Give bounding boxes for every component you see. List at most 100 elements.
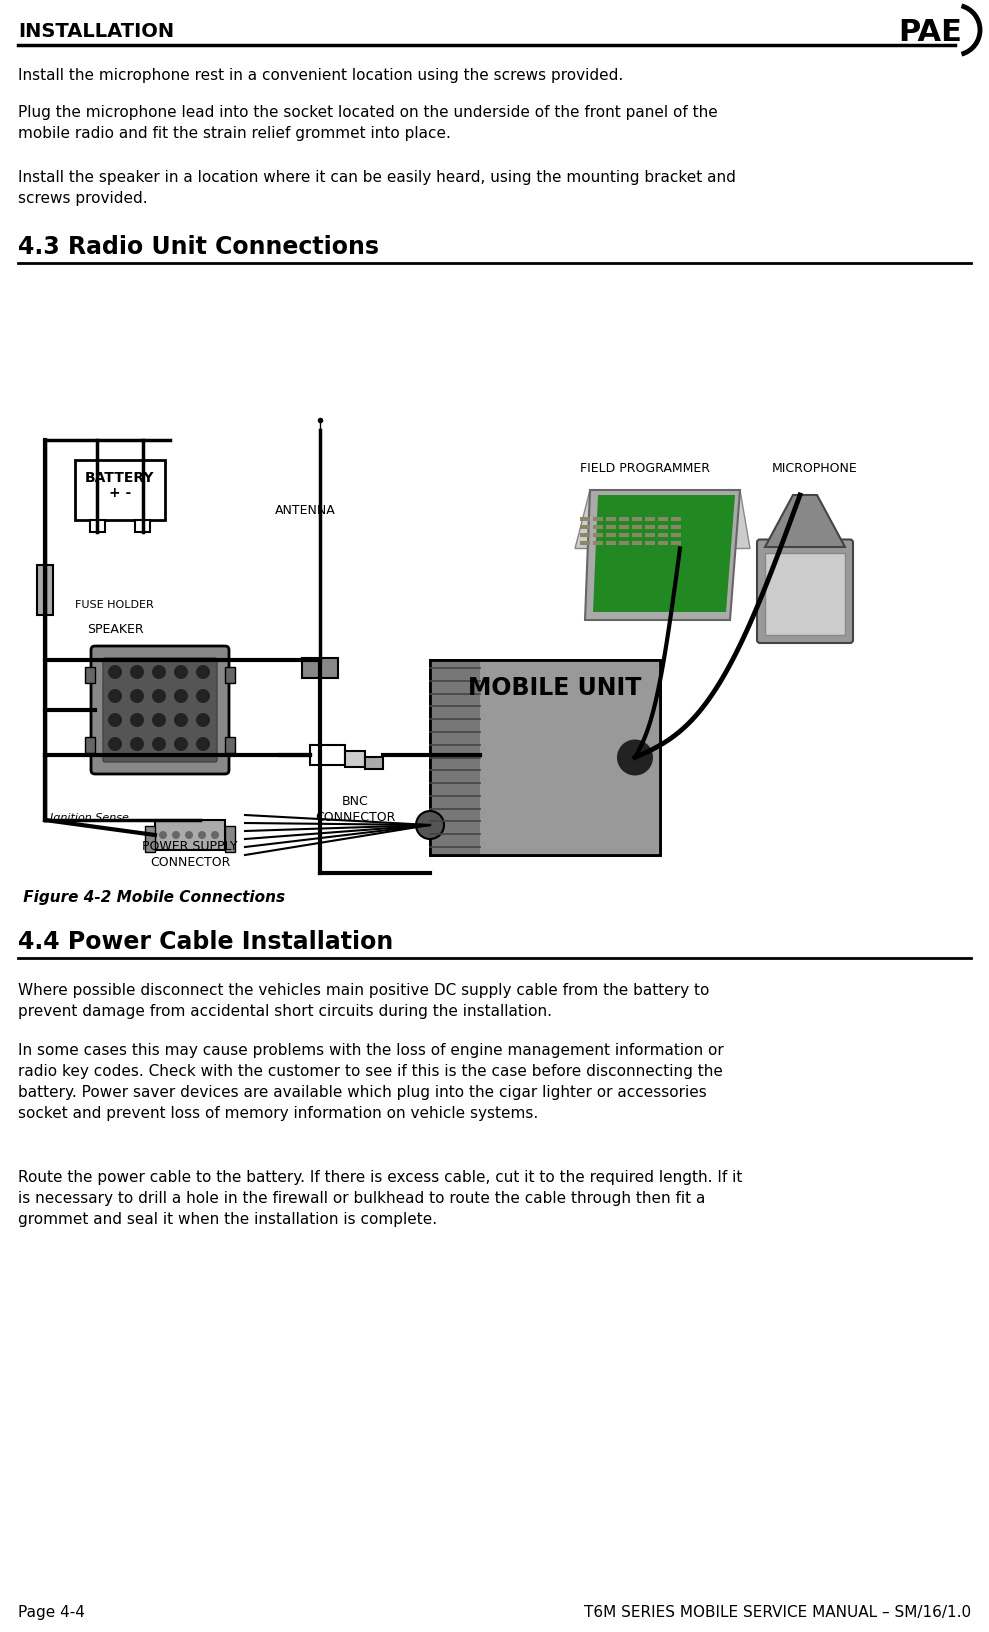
Bar bbox=[619, 532, 629, 537]
Polygon shape bbox=[593, 494, 735, 612]
Text: SPEAKER: SPEAKER bbox=[87, 623, 143, 636]
Bar bbox=[365, 757, 383, 769]
Text: BNC
CONNECTOR: BNC CONNECTOR bbox=[315, 795, 396, 824]
Text: Figure 4-2 Mobile Connections: Figure 4-2 Mobile Connections bbox=[18, 889, 285, 906]
Circle shape bbox=[185, 831, 193, 839]
Text: Install the speaker in a location where it can be easily heard, using the mounti: Install the speaker in a location where … bbox=[18, 170, 736, 206]
Circle shape bbox=[130, 738, 144, 751]
Bar bbox=[619, 517, 629, 521]
Bar bbox=[593, 517, 603, 521]
Bar bbox=[580, 532, 590, 537]
Text: INSTALLATION: INSTALLATION bbox=[18, 21, 174, 41]
Bar bbox=[580, 540, 590, 545]
Circle shape bbox=[152, 689, 166, 703]
Bar bbox=[430, 659, 660, 855]
Circle shape bbox=[416, 811, 444, 839]
Circle shape bbox=[174, 713, 188, 726]
Circle shape bbox=[174, 664, 188, 679]
Bar bbox=[85, 667, 95, 684]
Circle shape bbox=[211, 831, 219, 839]
Bar bbox=[632, 540, 642, 545]
Text: 4.3 Radio Unit Connections: 4.3 Radio Unit Connections bbox=[18, 235, 379, 259]
Circle shape bbox=[108, 664, 122, 679]
Bar bbox=[75, 460, 165, 521]
Bar bbox=[671, 517, 681, 521]
Bar bbox=[632, 517, 642, 521]
Bar bbox=[658, 532, 668, 537]
Bar bbox=[765, 553, 845, 635]
Circle shape bbox=[152, 713, 166, 726]
Bar bbox=[430, 659, 480, 855]
Bar bbox=[37, 565, 53, 615]
Text: Page 4-4: Page 4-4 bbox=[18, 1604, 85, 1621]
Text: POWER SUPPLY
CONNECTOR: POWER SUPPLY CONNECTOR bbox=[142, 840, 237, 868]
Bar bbox=[606, 532, 616, 537]
Circle shape bbox=[196, 664, 210, 679]
FancyBboxPatch shape bbox=[757, 540, 853, 643]
Circle shape bbox=[174, 738, 188, 751]
Bar bbox=[645, 540, 655, 545]
Bar bbox=[606, 540, 616, 545]
Text: In some cases this may cause problems with the loss of engine management informa: In some cases this may cause problems wi… bbox=[18, 1043, 724, 1121]
Text: FUSE HOLDER: FUSE HOLDER bbox=[75, 601, 153, 610]
Bar bbox=[658, 524, 668, 529]
Text: Install the microphone rest in a convenient location using the screws provided.: Install the microphone rest in a conveni… bbox=[18, 69, 623, 83]
Text: T6M SERIES MOBILE SERVICE MANUAL – SM/16/1.0: T6M SERIES MOBILE SERVICE MANUAL – SM/16… bbox=[584, 1604, 971, 1621]
Text: MICROPHONE: MICROPHONE bbox=[772, 462, 857, 475]
Bar bbox=[593, 532, 603, 537]
Bar bbox=[645, 517, 655, 521]
Text: PAE: PAE bbox=[898, 18, 962, 47]
Circle shape bbox=[198, 831, 206, 839]
Bar bbox=[302, 658, 338, 677]
Bar bbox=[658, 540, 668, 545]
Bar bbox=[90, 521, 105, 532]
Circle shape bbox=[130, 664, 144, 679]
Circle shape bbox=[108, 713, 122, 726]
Circle shape bbox=[196, 689, 210, 703]
Circle shape bbox=[174, 689, 188, 703]
Polygon shape bbox=[585, 490, 740, 620]
Text: Route the power cable to the battery. If there is excess cable, cut it to the re: Route the power cable to the battery. If… bbox=[18, 1170, 743, 1227]
Circle shape bbox=[152, 738, 166, 751]
Bar bbox=[430, 659, 660, 855]
Bar bbox=[645, 524, 655, 529]
Bar bbox=[593, 540, 603, 545]
Circle shape bbox=[108, 738, 122, 751]
Bar bbox=[155, 819, 225, 850]
Bar bbox=[619, 524, 629, 529]
Bar bbox=[606, 517, 616, 521]
Circle shape bbox=[196, 738, 210, 751]
Bar bbox=[580, 517, 590, 521]
Bar bbox=[606, 524, 616, 529]
Text: Ignition Sense: Ignition Sense bbox=[50, 813, 129, 823]
Circle shape bbox=[617, 739, 653, 775]
Bar bbox=[580, 524, 590, 529]
Circle shape bbox=[159, 831, 167, 839]
Text: + -: + - bbox=[109, 486, 132, 499]
Bar bbox=[671, 540, 681, 545]
Polygon shape bbox=[765, 494, 845, 547]
Bar bbox=[310, 744, 345, 765]
Bar bbox=[225, 738, 235, 752]
Circle shape bbox=[130, 713, 144, 726]
Text: Where possible disconnect the vehicles main positive DC supply cable from the ba: Where possible disconnect the vehicles m… bbox=[18, 982, 709, 1018]
Bar bbox=[645, 532, 655, 537]
Bar bbox=[225, 826, 235, 852]
Text: MOBILE UNIT: MOBILE UNIT bbox=[469, 676, 642, 700]
Bar bbox=[593, 524, 603, 529]
Bar bbox=[145, 826, 155, 852]
Bar bbox=[135, 521, 150, 532]
Circle shape bbox=[196, 713, 210, 726]
Text: BATTERY: BATTERY bbox=[85, 472, 154, 485]
FancyBboxPatch shape bbox=[103, 658, 217, 762]
Polygon shape bbox=[575, 490, 750, 548]
Bar bbox=[225, 667, 235, 684]
Bar bbox=[632, 532, 642, 537]
Circle shape bbox=[172, 831, 180, 839]
FancyBboxPatch shape bbox=[91, 646, 229, 774]
Circle shape bbox=[108, 689, 122, 703]
Text: 4.4 Power Cable Installation: 4.4 Power Cable Installation bbox=[18, 930, 394, 955]
Bar bbox=[619, 540, 629, 545]
Bar bbox=[671, 524, 681, 529]
Bar bbox=[632, 524, 642, 529]
